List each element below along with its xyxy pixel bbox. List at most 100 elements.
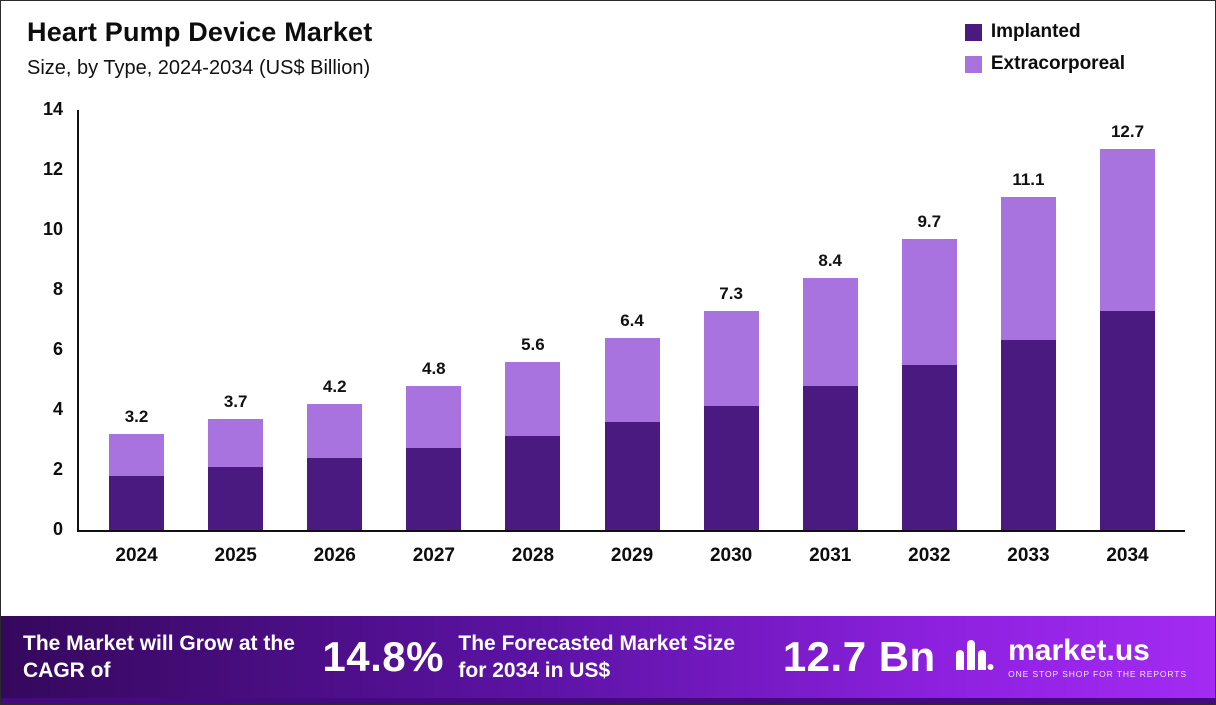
y-tick-label: 12 [42,159,63,179]
x-axis: 2024 2025 2026 2027 2028 2029 2030 2031 2032 2033… [79,532,1185,567]
bar-segment-extracorporeal [604,338,660,422]
legend-label-implanted: Implanted [990,21,1081,42]
bar-group: 11.1 [979,110,1078,530]
bar-total-label: 4.2 [322,377,347,396]
forecast-label: The Forecasted Market Size for 2034 in U… [458,631,736,682]
x-axis-year-label: 2028 [511,545,555,566]
y-tick-label: 0 [52,519,63,539]
bar-total-label: 3.7 [223,392,248,411]
y-tick-label: 8 [52,279,63,299]
bar-segment-implanted [208,467,264,530]
bar-total-label: 9.7 [917,212,942,231]
bar-total-label: 12.7 [1110,122,1145,141]
bar-group: 4.2 [285,110,384,530]
bar-group: 5.6 [483,110,582,530]
bar-total-label: 8.4 [818,251,843,270]
bar-segment-implanted [109,476,165,530]
y-axis: 0 2 4 6 8 10 12 14 [27,99,77,539]
plot-area: 3.2 3.7 4.2 4.8 5.6 6.4 7.3 8.4 9.7 11.1 12.7 [77,110,1185,532]
chart-subtitle: Size, by Type, 2024-2034 (US$ Billion) [27,57,371,79]
bar-segment-extracorporeal [1000,197,1056,340]
y-tick-label: 6 [52,339,63,359]
bar-stack [1099,149,1155,530]
y-tick-label: 10 [42,219,63,239]
chart-legend: Implanted Extracorporeal [964,21,1185,75]
bar-total-label: 11.1 [1012,170,1045,189]
x-axis-year-label: 2034 [1106,545,1149,566]
bar-segment-extracorporeal [208,419,264,467]
bar-stack [1000,197,1056,530]
bar-total-label: 6.4 [620,311,644,330]
y-tick-label: 4 [52,399,63,419]
bar-segment-implanted [1000,339,1056,530]
bar-group: 8.4 [781,110,880,530]
x-axis-year-label: 2032 [908,545,951,566]
bar-group: 9.7 [880,110,979,530]
bar-stack [901,239,957,530]
bar-total-label: 5.6 [521,335,545,354]
x-axis-year-label: 2030 [709,545,753,566]
bar-segment-implanted [505,435,561,530]
legend-label-extracorporeal: Extracorporeal [990,53,1125,74]
chart-header: Heart Pump Device Market Size, by Type, … [27,17,1185,80]
legend-item-implanted: Implanted [964,21,1125,43]
bar-stack [109,434,165,530]
bar-group: 3.7 [186,110,285,530]
cagr-label: The Market will Grow at the CAGR of [23,631,295,682]
bar-segment-extracorporeal [901,239,957,365]
legend-item-extracorporeal: Extracorporeal [964,53,1125,75]
bar-segment-extracorporeal [703,311,759,406]
bar-stack [307,404,363,530]
bar-group: 3.2 [87,110,186,530]
bar-segment-implanted [703,405,759,530]
chart-titles: Heart Pump Device Market Size, by Type, … [27,17,372,80]
legend-swatch-extracorporeal [964,55,982,73]
bar-stack [505,362,561,530]
bar-segment-extracorporeal [109,434,165,476]
bar-segment-extracorporeal [406,386,462,448]
chart-section: Heart Pump Device Market Size, by Type, … [1,1,1215,616]
y-tick-label: 14 [42,99,63,119]
bar-stack [604,338,660,530]
bar-segment-implanted [901,365,957,530]
marketus-logo-icon [950,632,996,683]
bar-segment-implanted [1099,311,1155,530]
forecast-value: 12.7 Bn [782,633,936,680]
cagr-value: 14.8% [322,633,444,680]
bar-total-label: 4.8 [422,359,446,378]
bar-segment-extracorporeal [307,404,363,458]
bar-segment-extracorporeal [505,362,561,436]
bar-segment-implanted [406,447,462,530]
brand-name: market.us [1008,633,1150,667]
brand-block: market.us ONE STOP SHOP FOR THE REPORTS [950,632,1193,683]
x-axis-year-label: 2031 [809,545,852,566]
x-axis-year-label: 2033 [1007,545,1050,566]
x-axis-year-label: 2026 [313,545,356,566]
chart-title: Heart Pump Device Market [27,17,373,47]
x-axis-year-label: 2024 [115,545,158,566]
bar-segment-implanted [802,386,858,530]
bar-segment-implanted [604,422,660,530]
x-axis-year-label: 2029 [610,545,654,566]
y-tick-label: 2 [52,459,63,479]
bar-segment-extracorporeal [1099,149,1155,311]
legend-swatch-implanted [964,23,982,41]
bar-stack [406,386,462,530]
bar-segment-extracorporeal [802,278,858,386]
x-axis-year-label: 2025 [214,545,257,566]
bar-stack [703,311,759,530]
bar-group: 4.8 [384,110,483,530]
bottom-banner: The Market will Grow at the CAGR of 14.8… [1,616,1215,704]
bar-stack [208,419,264,530]
bar-group: 6.4 [582,110,681,530]
brand-tagline: ONE STOP SHOP FOR THE REPORTS [1008,668,1187,679]
plot-wrap: 0 2 4 6 8 10 12 14 3.2 3.7 4.2 4.8 5.6 6.4 7.3 8.4 9.7 1… [27,99,1185,539]
bar-group: 12.7 [1078,110,1177,530]
bar-stack [802,278,858,530]
bar-group: 7.3 [682,110,781,530]
x-axis-year-label: 2027 [412,545,455,566]
bar-segment-implanted [307,458,363,530]
bar-total-label: 7.3 [719,284,743,303]
bar-total-label: 3.2 [124,407,149,426]
